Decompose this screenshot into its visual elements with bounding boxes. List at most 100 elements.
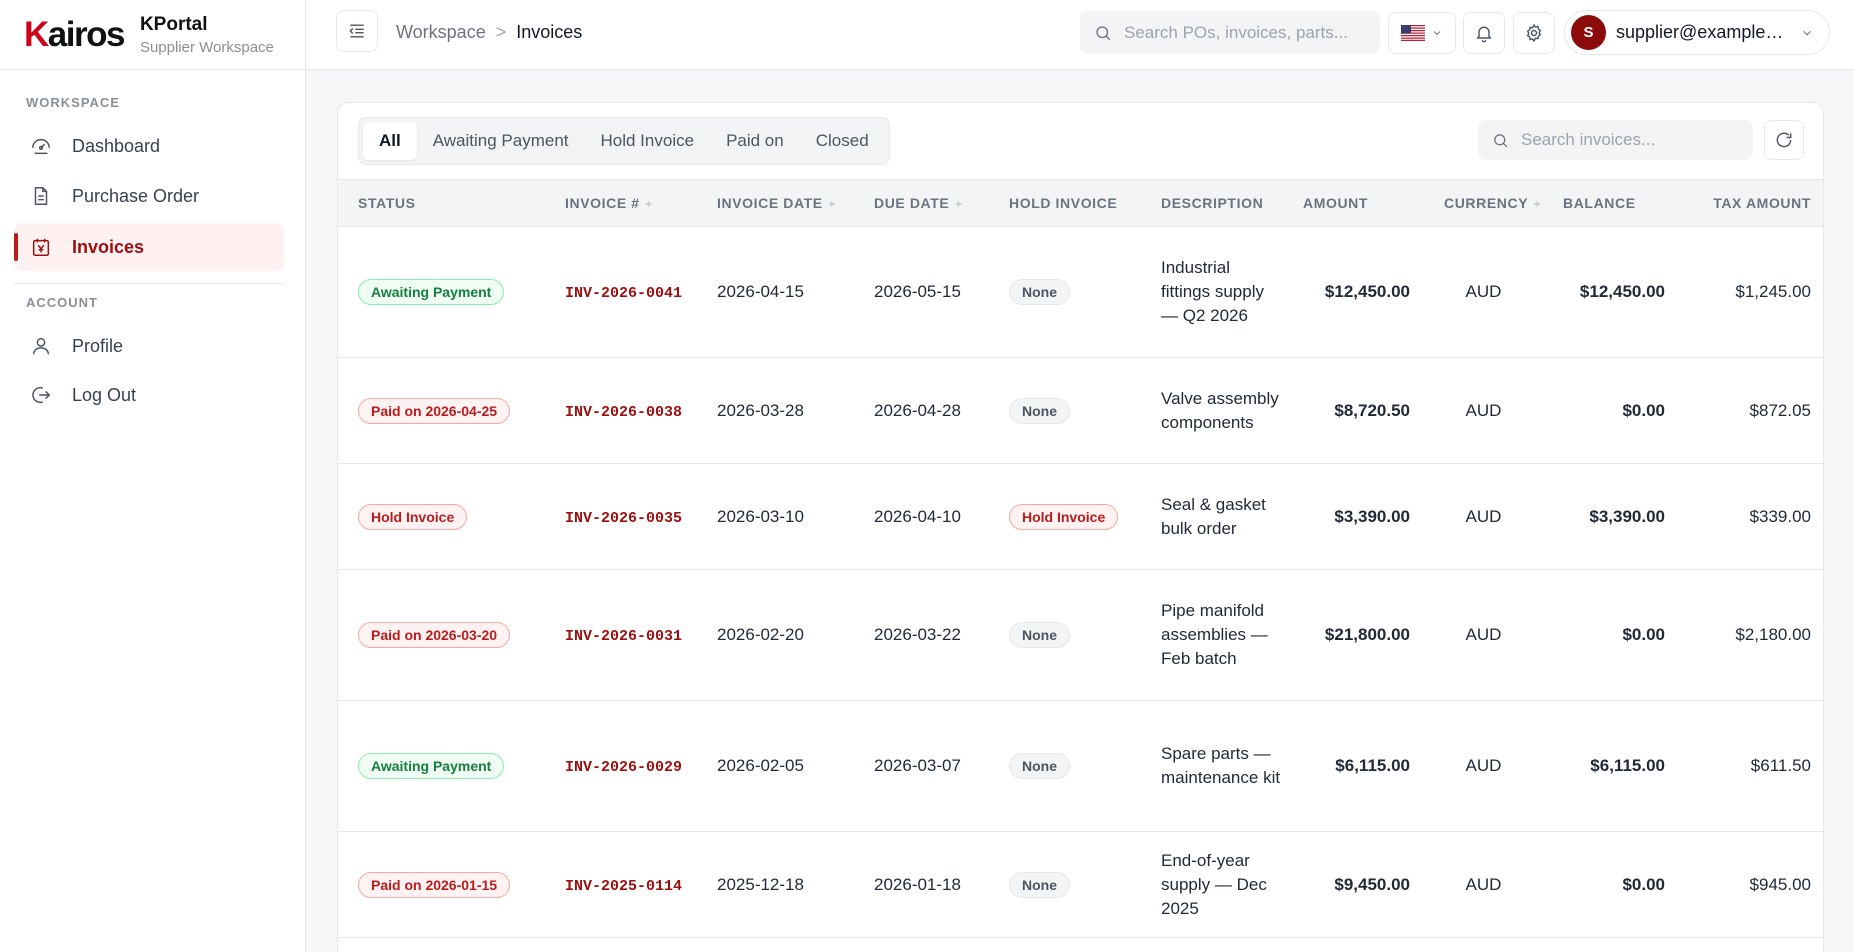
cell-description: Valve assembly components: [1141, 357, 1283, 464]
cell-due-date: 2026-03-07: [854, 700, 989, 832]
user-menu[interactable]: S supplier@example.com: [1564, 10, 1830, 55]
cell-currency: AUD: [1424, 700, 1543, 832]
bell-icon: [1476, 26, 1492, 43]
app-subtitle: Supplier Workspace: [139, 38, 274, 56]
cell-amount: $12,450.00: [1283, 226, 1424, 358]
column-header-amount[interactable]: AMOUNT: [1283, 179, 1424, 227]
tab-all[interactable]: All: [363, 122, 417, 160]
language-selector[interactable]: [1388, 12, 1456, 54]
sort-icon[interactable]: ÷: [955, 199, 962, 211]
table-row[interactable]: Hold Invoice INV-2026-0035 2026-03-10 2026-…: [338, 463, 1823, 570]
hold-badge: None: [1009, 397, 1070, 424]
column-header-due-date[interactable]: DUE DATE ÷: [854, 179, 989, 227]
breadcrumb-workspace[interactable]: Workspace: [396, 22, 486, 42]
refresh-button[interactable]: [1764, 120, 1804, 160]
sidebar-item-purchase-order[interactable]: Purchase Order: [14, 172, 284, 220]
cell-balance: $3,390.00: [1543, 463, 1679, 570]
cell-currency: AUD: [1424, 463, 1543, 570]
tab-closed[interactable]: Closed: [815, 131, 869, 150]
kairos-logo[interactable]: Kairos: [24, 15, 125, 54]
cell-balance: $12,450.00: [1543, 226, 1679, 358]
table-row[interactable]: Paid on 2026-03-20 INV-2026-0031 2026-02-2…: [338, 569, 1823, 701]
cell-amount: $21,800.00: [1283, 569, 1424, 701]
sidebar-item-logout[interactable]: Log Out: [14, 371, 284, 419]
status-badge: Awaiting Payment: [358, 279, 505, 305]
invoice-icon: [32, 238, 50, 256]
us-flag-icon: [1401, 25, 1425, 41]
tab-awaiting-payment[interactable]: Awaiting Payment: [432, 131, 569, 150]
cell-currency: AUD: [1424, 357, 1543, 464]
column-header-balance[interactable]: BALANCE: [1543, 179, 1679, 227]
column-header-description[interactable]: DESCRIPTION: [1141, 179, 1283, 227]
document-icon: [34, 187, 48, 205]
column-header-invoice-no[interactable]: INVOICE # ÷: [545, 179, 697, 227]
invoice-search-input[interactable]: [1521, 130, 1741, 150]
settings-button[interactable]: [1513, 12, 1555, 54]
column-header-invoice-date[interactable]: INVOICE DATE ÷: [697, 179, 854, 227]
tab-paid-on[interactable]: Paid on: [726, 131, 784, 150]
table-row[interactable]: Awaiting Payment INV-2026-0029 2026-02-05 2…: [338, 700, 1823, 832]
table-row[interactable]: Paid on 2026-01-15 INV-2025-0114 2025-12-1…: [338, 831, 1823, 938]
cell-balance: $0.00: [1543, 357, 1679, 464]
invoice-number-link[interactable]: INV-2026-0035: [565, 509, 683, 527]
breadcrumb-current: Invoices: [516, 22, 583, 42]
sidebar-item-label: Invoices: [72, 236, 145, 257]
cell-invoice-no: INV-2026-0041: [545, 226, 697, 358]
tab-hold-invoice[interactable]: Hold Invoice: [600, 131, 695, 150]
column-header-currency[interactable]: CURRENCY ÷: [1424, 179, 1543, 227]
chevron-down-icon: [1803, 30, 1811, 35]
nav-section-workspace: WORKSPACE: [26, 95, 120, 110]
cell-tax-amount: $1,245.00: [1679, 226, 1823, 358]
invoices-table-body: Awaiting Payment INV-2026-0041 2026-04-15 2…: [338, 226, 1823, 938]
user-icon: [32, 337, 50, 355]
top-header: Workspace > Invoices S supplier@example.…: [306, 0, 1853, 70]
sidebar-item-dashboard[interactable]: Dashboard: [14, 122, 284, 170]
cell-invoice-no: INV-2026-0038: [545, 357, 697, 464]
sort-icon[interactable]: ÷: [828, 199, 836, 211]
cell-status: Paid on 2026-01-15: [338, 831, 545, 938]
notifications-button[interactable]: [1463, 12, 1505, 54]
table-row[interactable]: Paid on 2026-04-25 INV-2026-0038 2026-03-2…: [338, 357, 1823, 464]
invoice-number-link[interactable]: INV-2025-0114: [565, 877, 683, 895]
chevron-down-icon: [1433, 31, 1441, 36]
invoice-number-link[interactable]: INV-2026-0031: [565, 628, 683, 645]
column-header-status[interactable]: STATUS: [338, 179, 545, 227]
table-header-row: STATUS INVOICE # ÷ INVOICE DATE ÷ DUE DATE…: [338, 179, 1823, 227]
menu-collapse-icon: [349, 24, 364, 38]
sidebar-item-invoices[interactable]: Invoices: [14, 223, 284, 271]
invoice-number-link[interactable]: INV-2026-0038: [565, 403, 683, 421]
cell-invoice-no: INV-2026-0029: [545, 700, 697, 832]
column-header-tax-amount[interactable]: TAX AMOUNT: [1679, 179, 1823, 227]
cell-hold-invoice: None: [989, 357, 1141, 464]
sidebar-toggle-button[interactable]: [336, 10, 378, 52]
cell-amount: $9,450.00: [1283, 831, 1424, 938]
cell-amount: $8,720.50: [1283, 357, 1424, 464]
cell-hold-invoice: None: [989, 700, 1141, 832]
cell-balance: $6,115.00: [1543, 700, 1679, 832]
cell-due-date: 2026-05-15: [854, 226, 989, 358]
sort-icon[interactable]: ÷: [1534, 199, 1541, 211]
sort-icon[interactable]: ÷: [645, 199, 653, 211]
invoices-card: All Awaiting Payment Hold Invoice Paid o…: [337, 102, 1824, 952]
invoice-number-link[interactable]: INV-2026-0041: [565, 285, 683, 302]
cell-status: Paid on 2026-03-20: [338, 569, 545, 701]
refresh-icon: [1776, 132, 1792, 148]
cell-hold-invoice: Hold Invoice: [989, 463, 1141, 570]
invoice-search[interactable]: [1478, 120, 1753, 160]
cell-tax-amount: $945.00: [1679, 831, 1823, 938]
invoice-number-link[interactable]: INV-2026-0029: [565, 759, 683, 776]
cell-description: Spare parts — maintenance kit: [1141, 700, 1283, 832]
hold-badge: None: [1009, 753, 1070, 779]
cell-description: Seal & gasket bulk order: [1141, 463, 1283, 570]
hold-badge: Hold Invoice: [1009, 503, 1119, 530]
sidebar-item-profile[interactable]: Profile: [14, 322, 284, 370]
cell-currency: AUD: [1424, 226, 1543, 358]
cell-description: Industrial fittings supply — Q2 2026: [1141, 226, 1283, 358]
global-search-input[interactable]: [1124, 22, 1364, 43]
global-search[interactable]: [1080, 11, 1380, 54]
cell-due-date: 2026-03-22: [854, 569, 989, 701]
table-row[interactable]: Awaiting Payment INV-2026-0041 2026-04-15 2…: [338, 226, 1823, 358]
column-header-hold-invoice[interactable]: HOLD INVOICE: [989, 179, 1141, 227]
hold-badge: None: [1009, 622, 1070, 648]
cell-invoice-date: 2026-04-15: [697, 226, 854, 358]
